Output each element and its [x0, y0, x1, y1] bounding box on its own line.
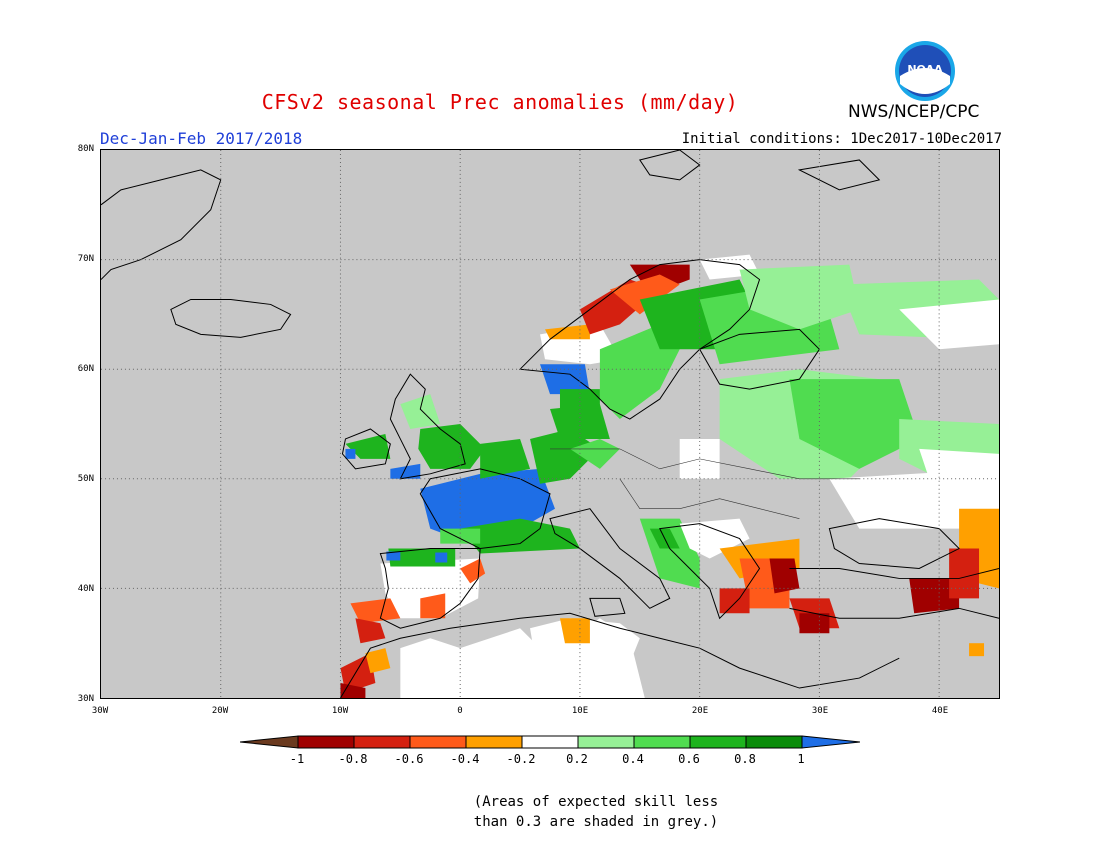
lat-label-30n: 30N: [77, 694, 94, 704]
lon-label-20e: 20E: [691, 706, 709, 716]
lon-label-20w: 20W: [211, 706, 229, 716]
chart-title: CFSv2 seasonal Prec anomalies (mm/day): [261, 90, 739, 114]
legend-swatch: [409, 735, 467, 749]
anomaly-fields: [340, 254, 999, 698]
legend-swatch: [353, 735, 411, 749]
legend-swatch: [465, 735, 523, 749]
organization-label: NWS/NCEP/CPC: [848, 102, 980, 122]
legend-label: 1: [797, 752, 805, 766]
initial-conditions-label: Initial conditions: 1Dec2017-10Dec2017: [681, 131, 1002, 147]
skill-note-line1: (Areas of expected skill less: [473, 794, 719, 810]
legend-swatch: [521, 735, 579, 749]
lon-label-30e: 30E: [811, 706, 829, 716]
legend-swatch: [577, 735, 635, 749]
lat-label-40n: 40N: [77, 584, 94, 594]
legend-label: -1: [289, 752, 305, 766]
lon-label-10e: 10E: [571, 706, 589, 716]
noaa-logo-icon: NOAA: [895, 41, 955, 101]
lat-label-60n: 60N: [77, 364, 94, 374]
legend-swatch: [745, 735, 803, 749]
legend-label: -0.8: [338, 752, 368, 766]
legend-label: -0.2: [506, 752, 536, 766]
lon-label-30w: 30W: [91, 706, 109, 716]
legend-label: 0.2: [566, 752, 588, 766]
lat-label-80n: 80N: [77, 144, 94, 154]
color-scale-legend: [240, 735, 860, 749]
lat-label-50n: 50N: [77, 474, 94, 484]
legend-swatch: [240, 735, 299, 749]
legend-swatch: [633, 735, 691, 749]
legend-label: 0.6: [678, 752, 700, 766]
skill-note-line2: than 0.3 are shaded in grey.): [473, 814, 719, 830]
coastlines: [101, 150, 999, 698]
lon-label-0: 0: [457, 706, 463, 716]
lon-label-40e: 40E: [931, 706, 949, 716]
svg-text:NOAA: NOAA: [907, 63, 943, 76]
lon-label-10w: 10W: [331, 706, 349, 716]
legend-label: 0.4: [622, 752, 644, 766]
precip-anomaly-map: [100, 149, 1000, 699]
legend-swatch: [801, 735, 860, 749]
season-label: Dec-Jan-Feb 2017/2018: [100, 129, 303, 148]
legend-label: -0.4: [450, 752, 480, 766]
skill-note: (Areas of expected skill less than 0.3 a…: [0, 792, 1100, 832]
legend-label: -0.6: [394, 752, 424, 766]
lat-label-70n: 70N: [77, 254, 94, 264]
legend-swatch: [689, 735, 747, 749]
legend-swatch: [297, 735, 355, 749]
legend-label: 0.8: [734, 752, 756, 766]
